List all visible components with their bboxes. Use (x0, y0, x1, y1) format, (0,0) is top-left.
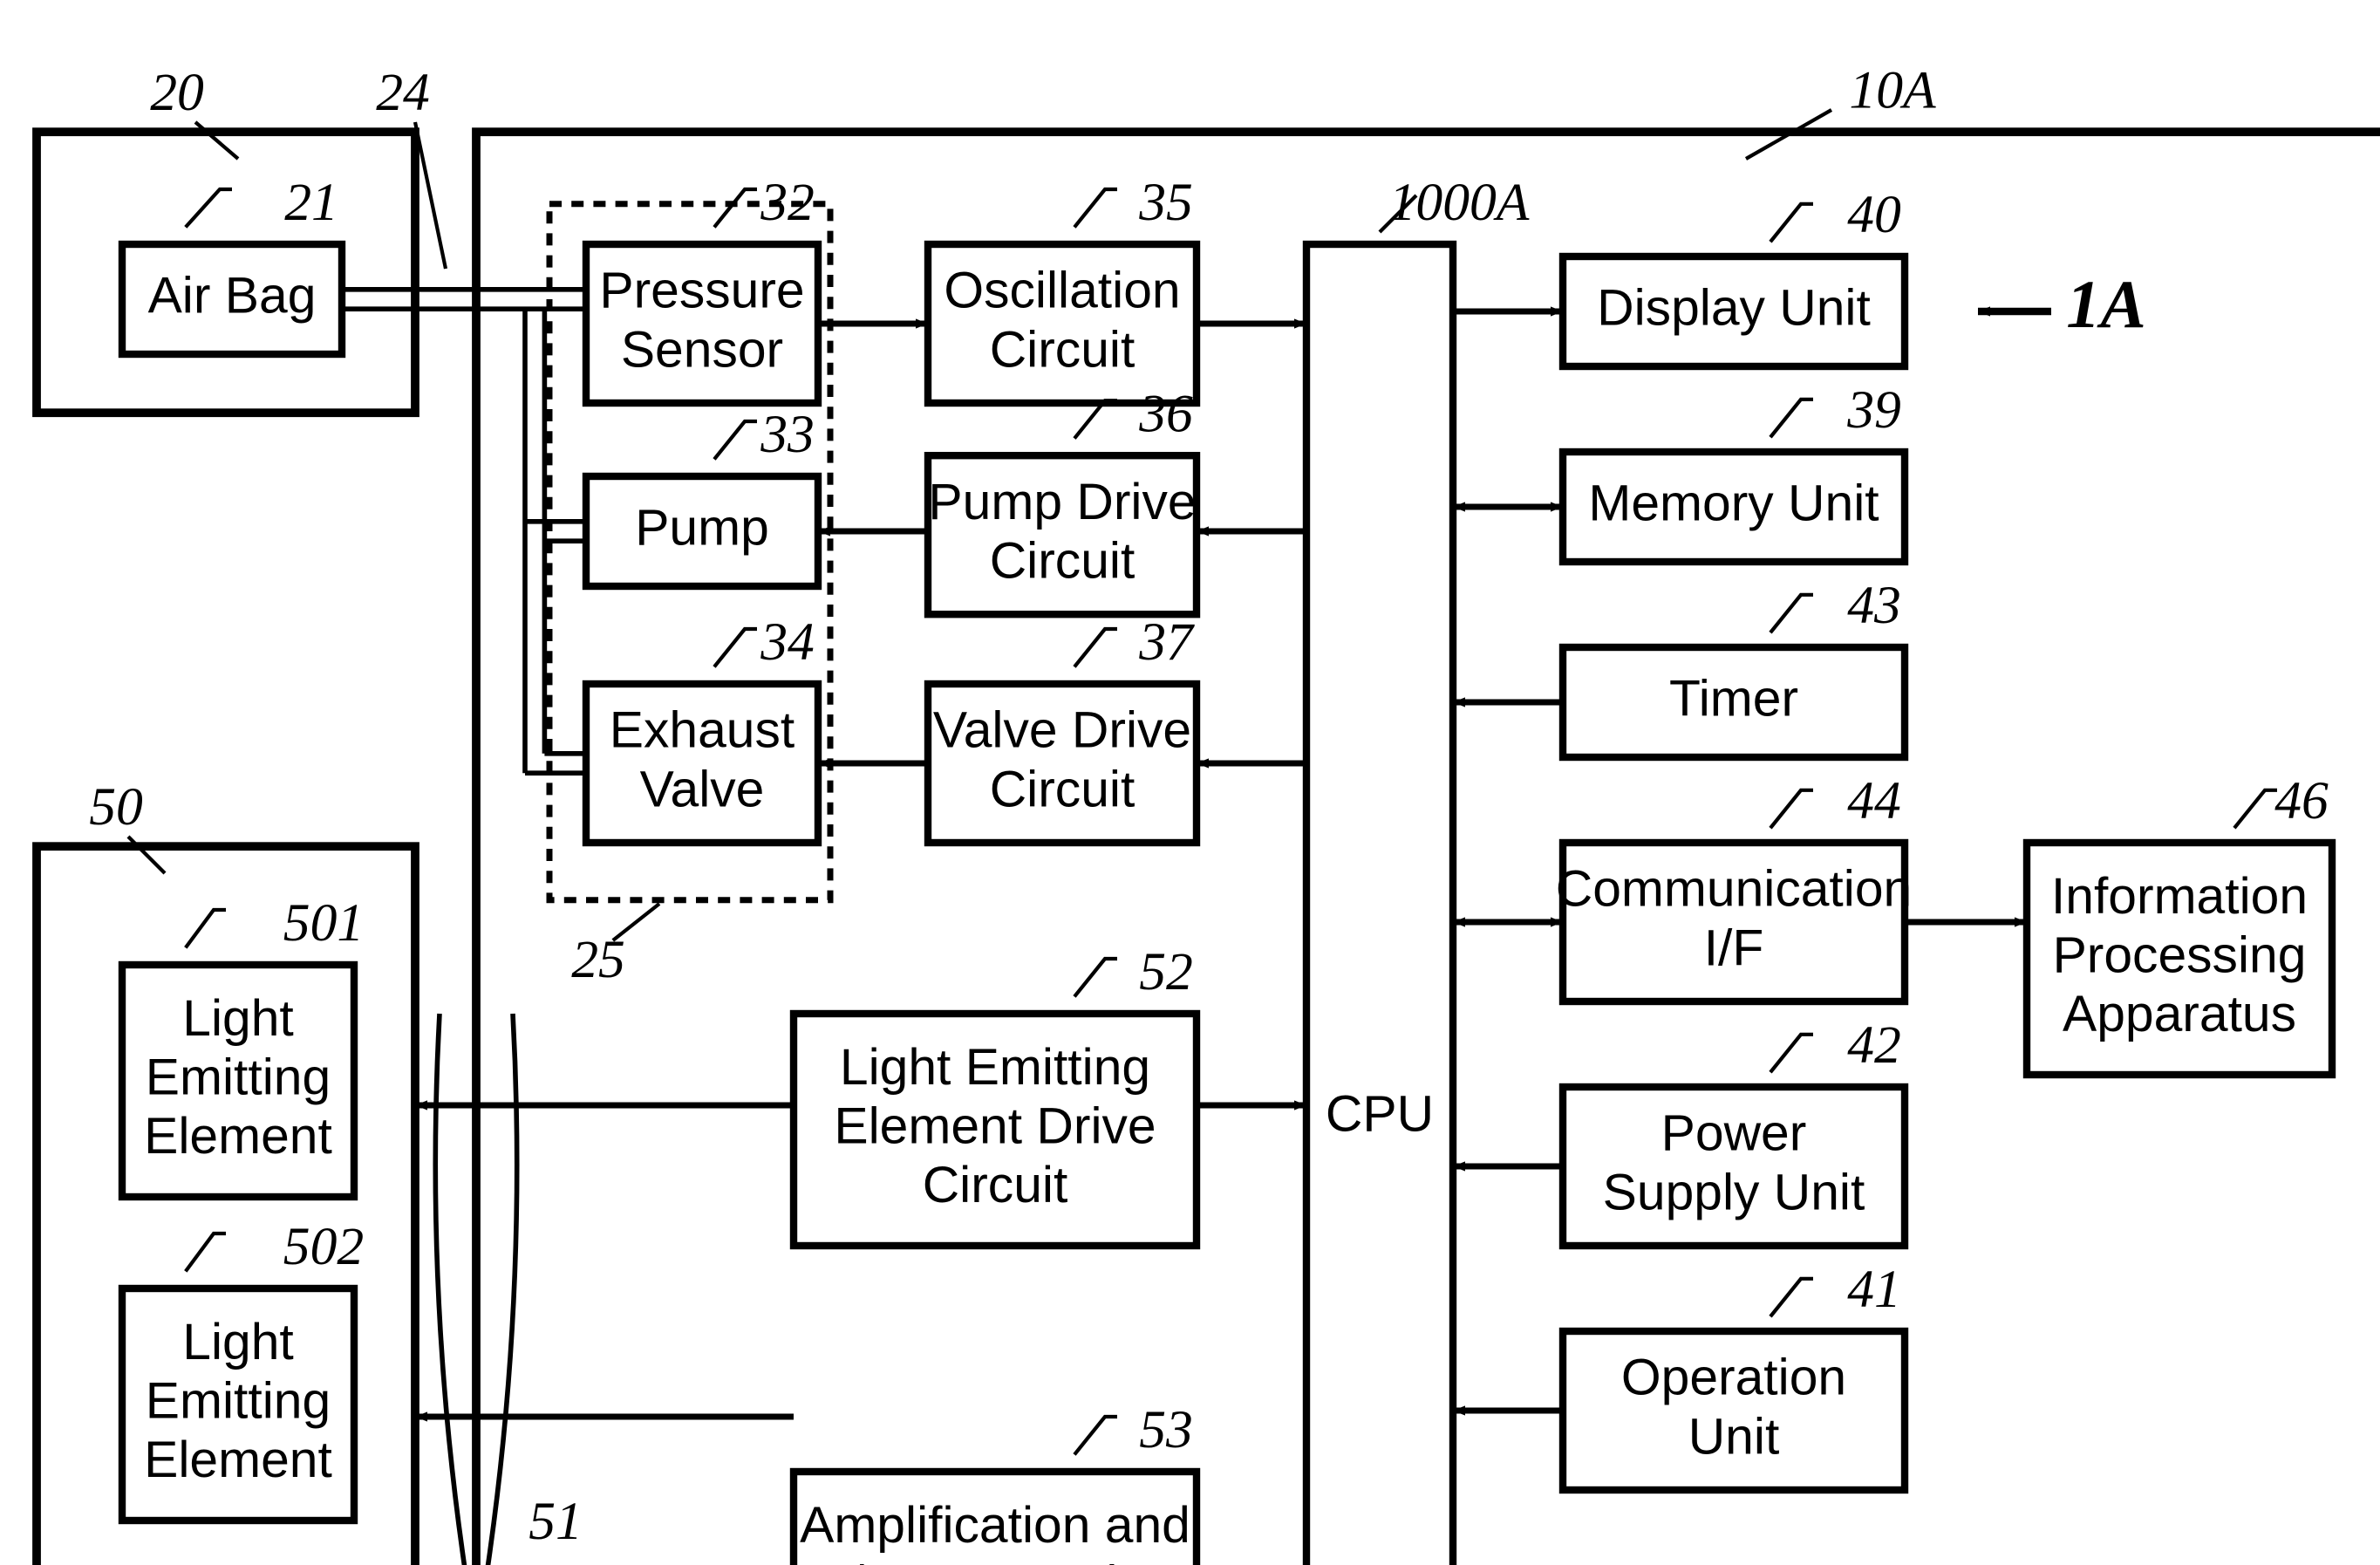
ref-osc: 35 (1138, 173, 1193, 232)
ref-cuff: 20 (150, 63, 204, 122)
ref-ledrv: 52 (1139, 942, 1193, 1001)
label-ipa-1: Processing (2053, 927, 2307, 984)
ref-main: 10A (1849, 60, 1936, 120)
box-cpu (1306, 244, 1453, 1565)
label-opunit-0: Operation (1621, 1350, 1846, 1406)
label-exvalve-0: Exhaust (610, 702, 794, 759)
ref-valvedrv: 37 (1138, 612, 1195, 672)
ref-comm: 44 (1847, 771, 1901, 830)
label-lee2-2: Element (144, 1432, 332, 1488)
ref-mem: 39 (1846, 380, 1901, 440)
ref-timer: 43 (1847, 576, 1901, 635)
block-diagram: 10A2050252451Air Bag21PressureSensor32Pu… (0, 0, 2380, 1565)
label-valvedrv-0: Valve Drive (933, 702, 1191, 759)
label-adc-0: Amplification and (800, 1497, 1190, 1554)
label-mem-0: Memory Unit (1588, 475, 1879, 532)
label-exvalve-1: Valve (640, 761, 765, 817)
label-lee1-1: Emitting (146, 1049, 331, 1106)
label-pump-0: Pump (635, 500, 769, 557)
label-psu-1: Supply Unit (1603, 1164, 1865, 1220)
label-valvedrv-1: Circuit (990, 761, 1135, 817)
svg-text:24: 24 (376, 63, 430, 122)
ref-disp: 40 (1847, 185, 1901, 244)
label-lee2-0: Light (182, 1314, 294, 1370)
figure-label: 1A (2066, 266, 2145, 342)
label-ipa-2: Apparatus (2063, 986, 2296, 1042)
label-psensor-0: Pressure (599, 263, 804, 319)
label-cpu-0: CPU (1326, 1086, 1434, 1143)
ref-psu: 42 (1847, 1015, 1901, 1075)
label-adc-1: A/D Conversion (815, 1556, 1175, 1565)
ref-opunit: 41 (1847, 1260, 1901, 1319)
ref-exvalve: 34 (760, 612, 815, 672)
label-psu-0: Power (1661, 1105, 1807, 1162)
svg-text:51: 51 (529, 1492, 583, 1551)
label-osc-0: Oscillation (944, 263, 1180, 319)
label-lee1-0: Light (182, 990, 294, 1047)
ref-pumpdrv: 36 (1138, 384, 1193, 443)
label-pumpdrv-0: Pump Drive (928, 474, 1196, 530)
label-ledrv-0: Light Emitting (840, 1039, 1150, 1096)
label-disp-0: Display Unit (1597, 280, 1871, 337)
label-lee2-1: Emitting (146, 1373, 331, 1430)
label-osc-1: Circuit (990, 321, 1135, 378)
ref-adc: 53 (1139, 1400, 1193, 1459)
label-opunit-1: Unit (1688, 1408, 1780, 1465)
ref-lee2: 502 (283, 1217, 364, 1276)
ref-ipa: 46 (2274, 771, 2329, 830)
label-ledrv-1: Element Drive (834, 1098, 1156, 1155)
ref-pump: 33 (760, 405, 815, 464)
label-comm-1: I/F (1704, 919, 1764, 976)
label-airbag-0: Air Bag (148, 268, 317, 325)
ref-psensor: 32 (760, 173, 815, 232)
label-comm-0: Communication (1556, 861, 1912, 918)
ref-airbag: 21 (284, 173, 338, 232)
label-pumpdrv-1: Circuit (990, 533, 1135, 590)
label-timer-0: Timer (1669, 671, 1798, 728)
label-lee1-2: Element (144, 1108, 332, 1165)
ref-lee1: 501 (283, 893, 364, 953)
ref-probe: 50 (89, 777, 143, 837)
label-ipa-0: Information (2051, 868, 2308, 925)
label-ledrv-2: Circuit (923, 1157, 1068, 1213)
label-psensor-1: Sensor (621, 321, 783, 378)
